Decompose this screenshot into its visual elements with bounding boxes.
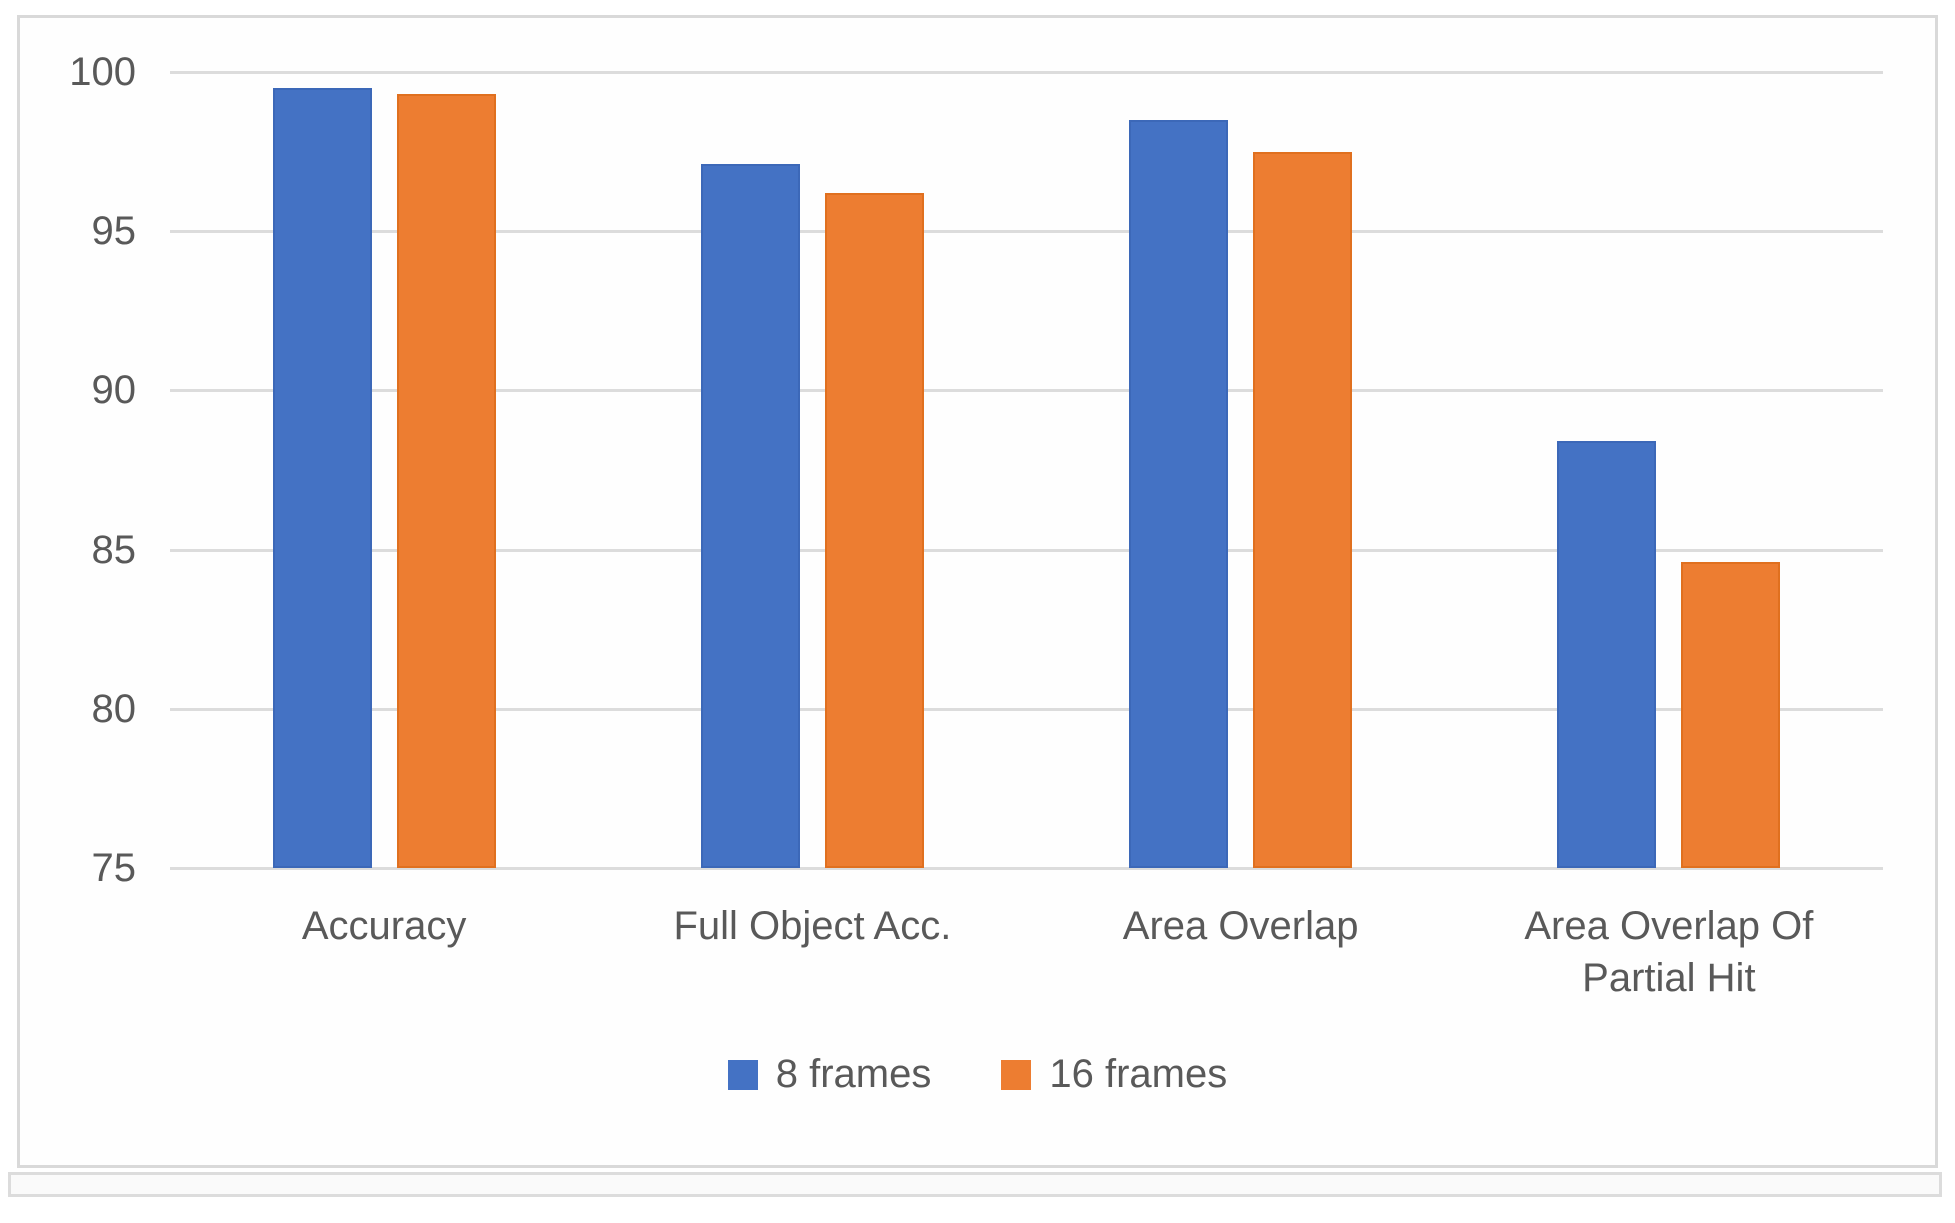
x-category-label-area-overlap-of-partial-hit: Area Overlap Of Partial Hit	[1524, 904, 1814, 1000]
gridline-85	[170, 548, 1883, 552]
y-tick-label-100: 100	[69, 50, 136, 94]
legend-swatch-16-frames	[1001, 1059, 1032, 1090]
bar-8-frames-full-object-acc[interactable]	[700, 164, 800, 868]
y-tick-label-80: 80	[91, 686, 137, 731]
x-category-label-accuracy: Accuracy	[301, 904, 467, 948]
bar-group-area-overlap	[1027, 72, 1455, 868]
gridline-100	[170, 71, 1883, 74]
bar-8-frames-area-overlap[interactable]	[1129, 119, 1229, 868]
y-tick-label-95: 95	[91, 209, 137, 254]
empty-strip	[8, 1172, 1942, 1197]
bar-16-frames-accuracy[interactable]	[396, 94, 496, 868]
gridline-90	[170, 389, 1883, 393]
bar-group-area-overlap-of-partial-hit	[1455, 72, 1883, 868]
bar-16-frames-area-overlap[interactable]	[1253, 151, 1353, 868]
y-tick-label-90: 90	[91, 368, 137, 413]
legend-item-16-frames[interactable]: 16 frames	[1001, 1052, 1227, 1097]
legend-label-8-frames: 8 frames	[775, 1052, 932, 1096]
x-category-label-full-object-acc: Full Object Acc.	[673, 904, 952, 948]
y-tick-label-85: 85	[91, 527, 137, 572]
gridline-95	[170, 230, 1883, 234]
gridline-75	[170, 867, 1883, 870]
bar-group-accuracy	[170, 72, 598, 868]
chart-legend: 8 frames 16 frames	[0, 1052, 1955, 1097]
legend-swatch-8-frames	[727, 1059, 758, 1090]
plot-area	[170, 71, 1883, 870]
bar-8-frames-area-overlap-of-partial-hit[interactable]	[1557, 441, 1657, 868]
x-category-label-area-overlap: Area Overlap	[1122, 904, 1359, 948]
bar-16-frames-area-overlap-of-partial-hit[interactable]	[1681, 562, 1781, 868]
bar-group-full-object-acc	[598, 72, 1026, 868]
legend-label-16-frames: 16 frames	[1049, 1052, 1228, 1096]
y-tick-label-75: 75	[91, 846, 137, 890]
legend-item-8-frames[interactable]: 8 frames	[727, 1052, 932, 1097]
bar-8-frames-accuracy[interactable]	[272, 87, 372, 868]
bar-16-frames-full-object-acc[interactable]	[824, 193, 924, 868]
gridline-80	[170, 707, 1883, 711]
